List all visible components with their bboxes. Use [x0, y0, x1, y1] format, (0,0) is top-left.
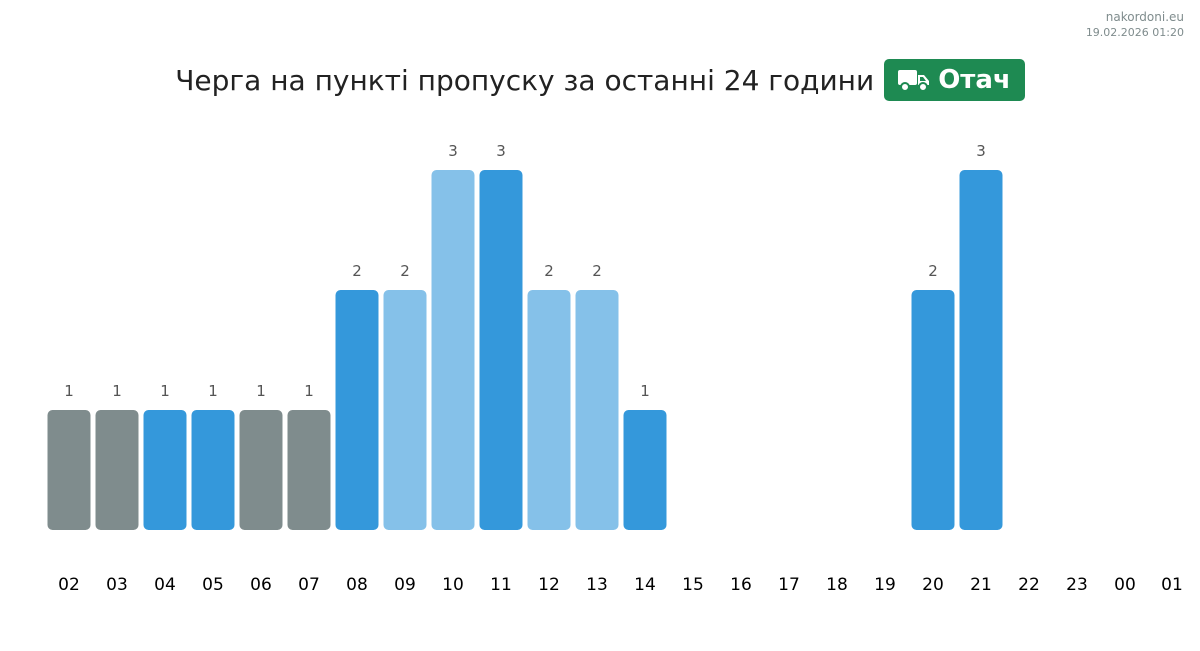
x-tick-04: 04	[154, 575, 176, 595]
value-label-10: 3	[448, 142, 458, 160]
bar-09	[383, 290, 427, 530]
value-label-11: 3	[496, 142, 506, 160]
site-name: nakordoni.eu	[1105, 10, 1184, 24]
chart-header: Черга на пункті пропуску за останні 24 г…	[0, 59, 1200, 101]
bar-20	[911, 290, 955, 530]
x-tick-10: 10	[442, 575, 464, 595]
value-label-04: 1	[160, 382, 170, 400]
x-tick-12: 12	[538, 575, 560, 595]
x-tick-05: 05	[202, 575, 224, 595]
x-tick-22: 22	[1018, 575, 1040, 595]
value-label-20: 2	[928, 262, 938, 280]
value-label-08: 2	[352, 262, 362, 280]
x-tick-13: 13	[586, 575, 608, 595]
bar-10	[431, 170, 475, 530]
x-tick-09: 09	[394, 575, 416, 595]
x-tick-21: 21	[970, 575, 992, 595]
bar-13	[575, 290, 619, 530]
badge-label: Отач	[938, 65, 1011, 95]
value-label-07: 1	[304, 382, 314, 400]
value-label-06: 1	[256, 382, 266, 400]
x-tick-18: 18	[826, 575, 848, 595]
value-label-02: 1	[64, 382, 74, 400]
value-label-12: 2	[544, 262, 554, 280]
value-label-13: 2	[592, 262, 602, 280]
watermark: nakordoni.eu 19.02.2026 01:20	[1086, 9, 1184, 41]
bar-06	[239, 410, 283, 530]
bar-21	[959, 170, 1003, 530]
value-label-14: 1	[640, 382, 650, 400]
chart-title: Черга на пункті пропуску за останні 24 г…	[175, 63, 875, 97]
bar-08	[335, 290, 379, 530]
value-label-09: 2	[400, 262, 410, 280]
x-tick-01: 01	[1161, 575, 1183, 595]
value-label-05: 1	[208, 382, 218, 400]
bar-12	[527, 290, 571, 530]
bar-07	[287, 410, 331, 530]
truck-icon	[898, 70, 930, 92]
x-tick-06: 06	[250, 575, 272, 595]
x-tick-19: 19	[874, 575, 896, 595]
timestamp: 19.02.2026 01:20	[1085, 26, 1184, 39]
x-tick-20: 20	[922, 575, 944, 595]
bar-11	[479, 170, 523, 530]
bar-05	[191, 410, 235, 530]
checkpoint-badge: Отач	[884, 59, 1025, 101]
bar-04	[143, 410, 187, 530]
value-label-21: 3	[976, 142, 986, 160]
x-tick-08: 08	[346, 575, 368, 595]
bar-14	[623, 410, 667, 530]
value-label-03: 1	[112, 382, 122, 400]
x-tick-07: 07	[298, 575, 320, 595]
x-tick-11: 11	[490, 575, 512, 595]
bar-03	[95, 410, 139, 530]
x-tick-15: 15	[682, 575, 704, 595]
x-tick-02: 02	[58, 575, 80, 595]
x-tick-16: 16	[730, 575, 752, 595]
bar-02	[47, 410, 91, 530]
x-tick-17: 17	[778, 575, 800, 595]
x-tick-14: 14	[634, 575, 656, 595]
x-tick-23: 23	[1066, 575, 1088, 595]
x-tick-00: 00	[1114, 575, 1136, 595]
x-tick-03: 03	[106, 575, 128, 595]
